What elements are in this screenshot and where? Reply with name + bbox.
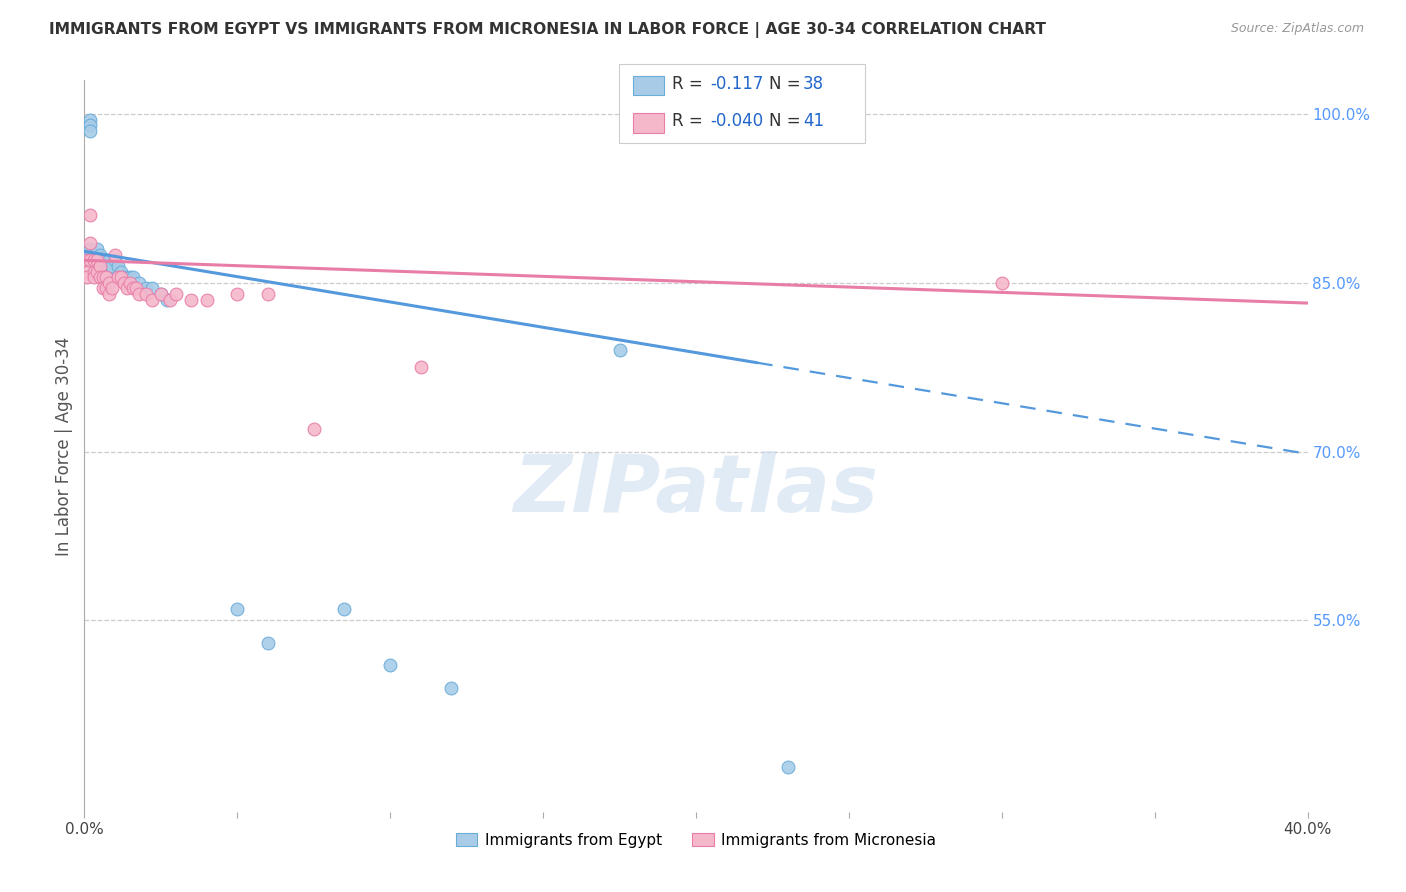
Point: [107, 270, 129, 285]
Point: [257, 287, 280, 301]
Point: [107, 259, 129, 273]
Text: IMMIGRANTS FROM EGYPT VS IMMIGRANTS FROM MICRONESIA IN LABOR FORCE | AGE 30-34 C: IMMIGRANTS FROM EGYPT VS IMMIGRANTS FROM…: [49, 22, 1046, 38]
Point: [79, 124, 101, 138]
Point: [226, 602, 249, 616]
Point: [79, 242, 101, 256]
Point: [104, 248, 127, 262]
Y-axis label: In Labor Force | Age 30-34: In Labor Force | Age 30-34: [55, 336, 73, 556]
Point: [257, 636, 280, 650]
Point: [120, 276, 142, 290]
Text: R =: R =: [672, 112, 709, 130]
Point: [94, 253, 117, 268]
Point: [89, 253, 111, 268]
Point: [94, 264, 117, 278]
Point: [104, 253, 127, 268]
Text: N =: N =: [769, 75, 806, 93]
Point: [149, 287, 172, 301]
Point: [141, 293, 163, 307]
Point: [86, 242, 108, 256]
Point: [86, 253, 108, 268]
Point: [91, 281, 114, 295]
Point: [125, 281, 148, 295]
Point: [94, 281, 117, 295]
Point: [195, 293, 218, 307]
Text: N =: N =: [769, 112, 806, 130]
Point: [609, 343, 631, 358]
Point: [79, 208, 101, 222]
Point: [120, 270, 142, 285]
Point: [149, 287, 172, 301]
Point: [76, 270, 98, 285]
Point: [83, 253, 105, 268]
Point: [128, 276, 150, 290]
Point: [991, 276, 1014, 290]
Point: [380, 658, 402, 673]
Point: [83, 248, 105, 262]
Point: [776, 760, 799, 774]
Text: -0.040: -0.040: [710, 112, 763, 130]
Point: [83, 270, 105, 285]
Point: [89, 259, 111, 273]
Point: [101, 259, 124, 273]
Point: [97, 253, 120, 268]
Point: [91, 253, 114, 268]
Point: [112, 270, 135, 285]
Text: 38: 38: [803, 75, 824, 93]
Point: [86, 259, 108, 273]
Point: [83, 253, 105, 268]
Point: [409, 360, 432, 375]
Point: [86, 264, 108, 278]
Legend: Immigrants from Egypt, Immigrants from Micronesia: Immigrants from Egypt, Immigrants from M…: [449, 825, 943, 855]
Point: [333, 602, 356, 616]
Text: 41: 41: [803, 112, 824, 130]
Point: [76, 248, 98, 262]
Point: [97, 287, 120, 301]
Text: R =: R =: [672, 75, 709, 93]
Point: [159, 293, 181, 307]
Point: [91, 259, 114, 273]
Point: [112, 276, 135, 290]
Point: [122, 281, 145, 295]
Point: [76, 253, 98, 268]
Point: [141, 281, 163, 295]
Point: [156, 293, 179, 307]
Point: [94, 270, 117, 285]
Point: [83, 264, 105, 278]
Point: [110, 264, 132, 278]
Point: [226, 287, 249, 301]
Point: [79, 118, 101, 132]
Point: [440, 681, 463, 695]
Text: Source: ZipAtlas.com: Source: ZipAtlas.com: [1230, 22, 1364, 36]
Point: [180, 293, 202, 307]
Point: [76, 264, 98, 278]
Point: [76, 253, 98, 268]
Point: [79, 112, 101, 127]
Text: -0.117: -0.117: [710, 75, 763, 93]
Point: [110, 270, 132, 285]
Point: [101, 281, 124, 295]
Point: [86, 251, 108, 265]
Point: [302, 422, 325, 436]
Point: [79, 253, 101, 268]
Point: [135, 287, 157, 301]
Point: [165, 287, 187, 301]
Point: [135, 281, 157, 295]
Point: [91, 270, 114, 285]
Point: [89, 270, 111, 285]
Point: [128, 287, 150, 301]
Text: ZIPatlas: ZIPatlas: [513, 450, 879, 529]
Point: [79, 236, 101, 251]
Point: [97, 276, 120, 290]
Point: [89, 248, 111, 262]
Point: [76, 242, 98, 256]
Point: [115, 281, 138, 295]
Point: [122, 270, 145, 285]
